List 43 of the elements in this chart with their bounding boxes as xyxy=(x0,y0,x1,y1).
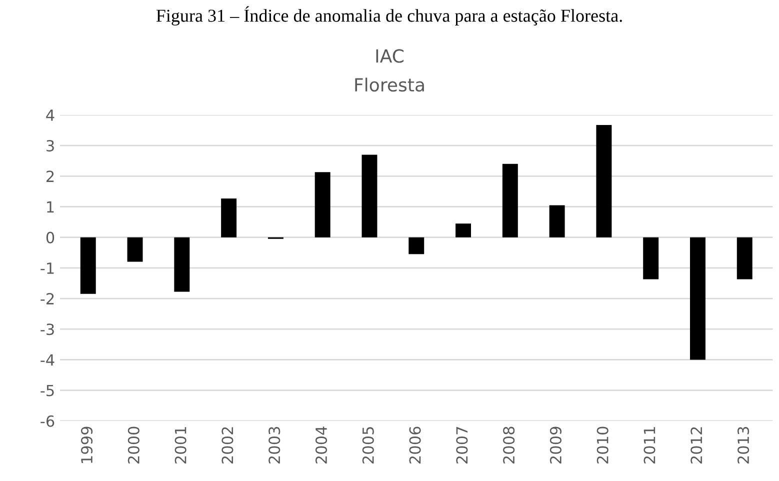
x-tick-label: 2009 xyxy=(550,426,562,464)
bar xyxy=(736,237,752,280)
y-tick-label: -4 xyxy=(40,354,54,366)
x-tick-label: 2006 xyxy=(409,426,421,464)
bar xyxy=(408,237,424,254)
bar xyxy=(314,172,330,238)
x-tick-label: 2010 xyxy=(596,426,608,464)
y-tick-label: 0 xyxy=(46,232,54,244)
x-tick-label: 2007 xyxy=(456,427,468,464)
bar xyxy=(549,205,565,238)
bar xyxy=(80,237,96,294)
bar xyxy=(502,164,518,238)
x-tick-label: 2003 xyxy=(268,426,280,464)
x-tick-label: 2012 xyxy=(690,427,702,464)
x-tick-label: 2008 xyxy=(503,426,515,464)
x-tick-label: 2005 xyxy=(362,427,374,464)
chart-subtitle: Floresta xyxy=(355,78,424,92)
x-tick-label: 2000 xyxy=(128,426,140,464)
y-tick-label: -5 xyxy=(40,384,54,396)
x-tick-label: 2004 xyxy=(315,426,328,464)
y-tick-label: 4 xyxy=(46,110,54,121)
y-tick-label: -2 xyxy=(40,292,54,304)
y-tick-label: -1 xyxy=(40,262,54,274)
bar xyxy=(456,224,472,238)
bar xyxy=(174,237,190,292)
y-tick-label: 3 xyxy=(46,140,54,152)
bar xyxy=(362,154,378,238)
bar xyxy=(643,237,659,280)
y-tick-label: -6 xyxy=(40,415,54,427)
x-tick-label: 2002 xyxy=(222,427,234,464)
y-tick-label: 2 xyxy=(46,170,54,182)
y-tick-label: 1 xyxy=(47,201,54,213)
y-tick-label: -3 xyxy=(40,324,54,336)
bar xyxy=(221,198,237,238)
x-tick-label: 2013 xyxy=(738,426,750,464)
x-tick-label: 2001 xyxy=(174,427,186,464)
x-tick-label: 2011 xyxy=(644,427,656,464)
bar xyxy=(596,125,612,238)
chart-title: IAC xyxy=(376,49,404,63)
bar xyxy=(690,237,706,360)
x-tick-label: 1999 xyxy=(80,426,93,463)
text: Figura 31 – Índice de anomalia de chuva para a estação Floresta. xyxy=(156,6,622,26)
bar xyxy=(127,237,143,262)
